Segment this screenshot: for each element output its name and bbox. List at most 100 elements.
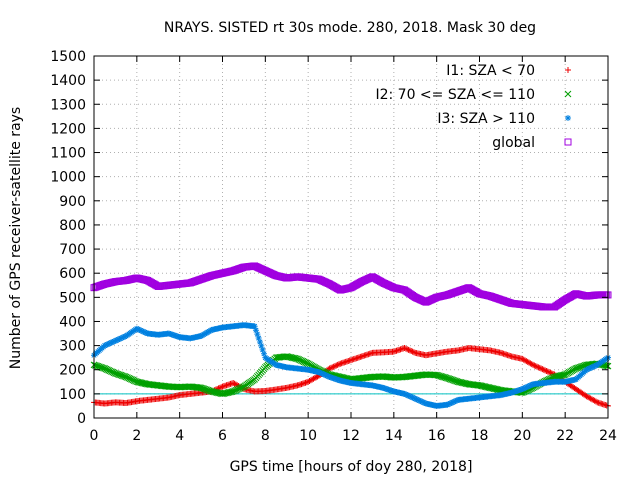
x-tick-label: 24 <box>599 428 617 444</box>
series-3-point <box>593 291 601 299</box>
series-0-trail-marker <box>528 361 535 368</box>
series-1-point <box>240 383 248 390</box>
series-2-point <box>433 402 440 409</box>
series-2-trail-marker <box>109 338 116 345</box>
series-3-point <box>390 284 398 292</box>
series-2-trail-marker <box>135 326 142 333</box>
legend-marker <box>565 115 571 121</box>
series-2-trail-marker <box>121 333 128 340</box>
series-2-trail-marker <box>322 372 329 379</box>
series-1-trail-marker <box>478 382 486 390</box>
series-1-point <box>379 373 387 380</box>
series-3-point <box>465 284 473 292</box>
series-1-point <box>411 372 419 380</box>
series-1-trail-marker <box>474 381 482 389</box>
series-2-trail-marker <box>319 370 326 377</box>
series-2-trail-marker <box>421 399 428 406</box>
series-2-point <box>444 401 451 408</box>
series-2-trail-marker <box>453 397 460 404</box>
x-tick-label: 20 <box>513 428 531 444</box>
series-2-point <box>583 366 590 373</box>
series-0-point <box>123 400 130 407</box>
series-1-point <box>444 374 451 382</box>
series-2-trail-marker <box>449 399 456 406</box>
series-2-trail-marker <box>111 338 118 345</box>
series-2-trail-marker <box>404 392 411 399</box>
series-0-trail-marker <box>404 346 411 353</box>
series-3-point <box>561 296 569 304</box>
series-2-trail-marker <box>588 364 595 371</box>
series-1-point <box>390 374 398 381</box>
series-2-point <box>219 324 226 331</box>
x-tick-label: 6 <box>218 428 227 444</box>
series-1-trail-marker <box>287 354 295 361</box>
legend: I1: SZA < 70 I2: 70 <= SZA <= 110 I3: SZA … <box>375 63 572 151</box>
series-1-point <box>197 384 205 392</box>
series-1-trail-marker <box>581 362 589 369</box>
y-tick-label: 400 <box>59 314 86 330</box>
series-2-point <box>251 323 258 330</box>
series-2-point <box>315 369 322 376</box>
series-2-point <box>358 381 365 388</box>
series-2-trail-marker <box>108 339 115 346</box>
series-1-point <box>251 376 258 383</box>
series-1-trail-marker <box>196 384 204 392</box>
series-3-point <box>251 262 259 270</box>
y-tick-label: 300 <box>59 339 86 355</box>
series-1-trail-marker <box>227 388 234 396</box>
series-1-trail-marker <box>489 385 497 392</box>
series-2-trail-marker <box>115 336 122 343</box>
y-tick-label: 1000 <box>50 170 86 186</box>
series-2-trail-marker <box>526 383 533 390</box>
series-3-point <box>272 272 280 280</box>
series-0-trail-marker <box>548 370 555 377</box>
series-2-trail-marker <box>447 400 454 407</box>
y-tick-label: 100 <box>59 387 86 403</box>
series-3-point <box>304 274 312 282</box>
series-0-point <box>422 352 429 359</box>
y-tick-label: 500 <box>59 290 86 306</box>
series-1-trail-marker <box>138 379 146 387</box>
series-1-point <box>486 384 494 392</box>
series-1-trail-marker <box>288 354 296 362</box>
series-3-point <box>122 276 130 284</box>
series-0-trail-marker <box>531 362 538 369</box>
series-1-trail-marker <box>480 382 487 390</box>
series-3-point <box>315 275 323 283</box>
series-2-trail-marker <box>255 335 262 342</box>
series-1-trail-marker <box>137 379 145 387</box>
series-1-point <box>122 373 130 381</box>
series-2-point <box>283 364 290 371</box>
y-tick-label: 1400 <box>50 73 86 89</box>
series-0-point <box>358 353 365 360</box>
series-1-point <box>551 373 558 381</box>
series-1-trail-marker <box>494 386 502 393</box>
series-2-trail-marker <box>418 398 425 405</box>
series-1-point <box>229 388 237 395</box>
series-2-trail-marker <box>318 370 325 377</box>
x-tick-label: 8 <box>261 428 270 444</box>
series-2-trail-marker <box>408 393 415 400</box>
series-0-point <box>155 395 162 402</box>
series-2-point <box>305 366 312 373</box>
y-tick-label: 1100 <box>50 146 86 162</box>
x-tick-label: 18 <box>471 428 489 444</box>
series-2-point <box>176 334 183 341</box>
series-0-point <box>230 380 237 387</box>
series-2-point <box>133 325 140 332</box>
series-2-point <box>519 386 526 393</box>
series-0-point <box>530 361 537 368</box>
series-1-trail-marker <box>209 388 217 396</box>
series-3-point <box>454 287 462 295</box>
series-1-trail-marker <box>457 379 465 386</box>
series-1-trail-marker <box>290 354 297 362</box>
series-1-trail-marker <box>224 389 232 397</box>
series-1-point <box>583 361 590 369</box>
series-3-point <box>518 301 526 309</box>
series-2-point <box>412 395 419 402</box>
series-3-point <box>240 263 248 271</box>
legend-label: I2: 70 <= SZA <= 110 <box>375 87 535 103</box>
y-tick-label: 900 <box>59 194 86 210</box>
series-0-point <box>305 378 312 385</box>
